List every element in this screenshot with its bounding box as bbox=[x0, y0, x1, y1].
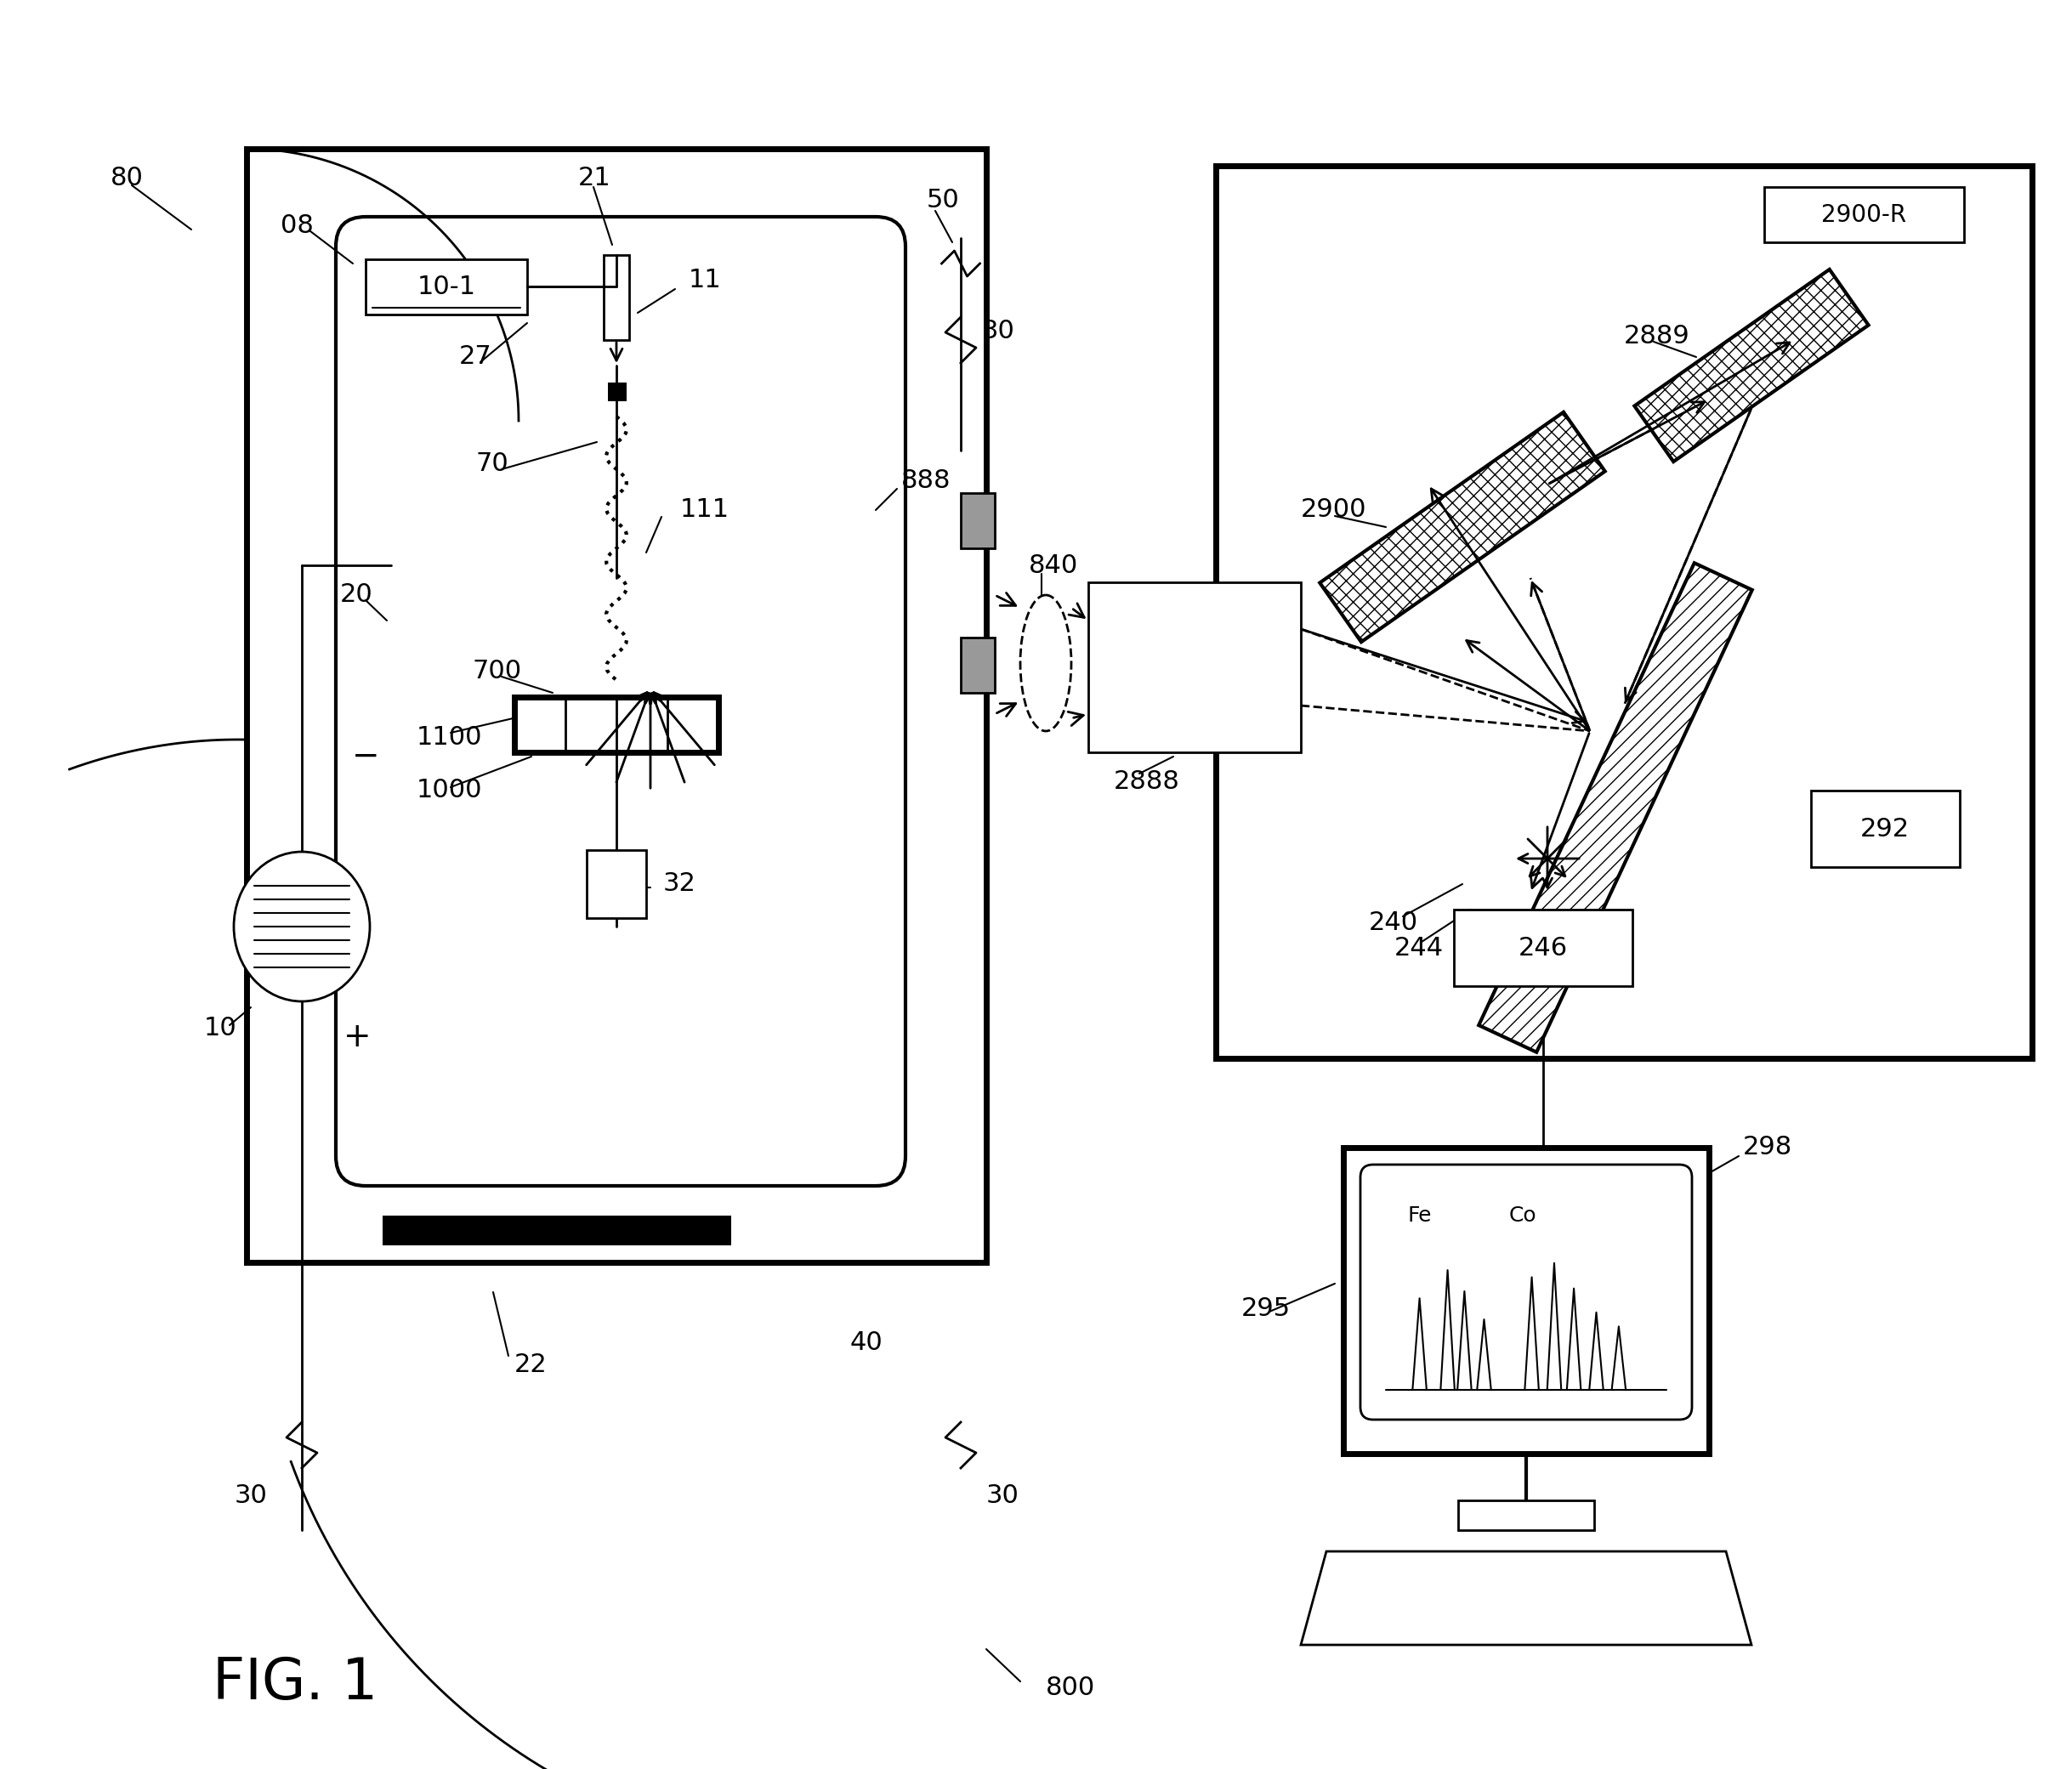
Polygon shape bbox=[1479, 563, 1753, 1053]
Text: 298: 298 bbox=[1743, 1136, 1792, 1160]
Bar bbox=[1216, 166, 2033, 1058]
Bar bbox=[1088, 582, 1301, 752]
Bar bbox=[1343, 1148, 1709, 1454]
Text: 30: 30 bbox=[986, 1484, 1019, 1509]
Bar bbox=[247, 149, 986, 1263]
Text: 2900-R: 2900-R bbox=[1821, 203, 1906, 226]
Text: 1000: 1000 bbox=[416, 778, 483, 803]
Text: 700: 700 bbox=[472, 660, 522, 685]
Bar bbox=[961, 494, 995, 548]
Text: 32: 32 bbox=[663, 872, 696, 897]
Text: Fe: Fe bbox=[1407, 1205, 1432, 1226]
Text: 2889: 2889 bbox=[1624, 324, 1691, 348]
Text: 1100: 1100 bbox=[416, 725, 483, 750]
Text: 20: 20 bbox=[340, 582, 373, 607]
Bar bbox=[514, 697, 719, 752]
Text: 800: 800 bbox=[1046, 1675, 1096, 1700]
Text: 246: 246 bbox=[1519, 936, 1569, 961]
Text: 2888: 2888 bbox=[1115, 770, 1181, 794]
Text: 27: 27 bbox=[460, 345, 491, 370]
Text: +: + bbox=[344, 1021, 371, 1053]
Text: 240: 240 bbox=[1370, 909, 1417, 934]
FancyBboxPatch shape bbox=[1361, 1164, 1693, 1419]
Text: 295: 295 bbox=[1241, 1297, 1291, 1321]
Text: 11: 11 bbox=[688, 269, 721, 294]
Text: FIG. 1: FIG. 1 bbox=[213, 1656, 377, 1711]
Ellipse shape bbox=[234, 851, 369, 1001]
Text: 80: 80 bbox=[110, 166, 143, 191]
Bar bbox=[586, 851, 646, 918]
Text: 244: 244 bbox=[1394, 936, 1444, 961]
Text: 888: 888 bbox=[901, 469, 951, 492]
Bar bbox=[1811, 791, 1960, 867]
Text: 21: 21 bbox=[578, 166, 611, 191]
Text: −: − bbox=[352, 741, 379, 773]
Polygon shape bbox=[1635, 269, 1869, 462]
Text: 10-1: 10-1 bbox=[416, 274, 477, 299]
Bar bbox=[603, 255, 630, 340]
Bar bbox=[365, 260, 526, 315]
Text: 70: 70 bbox=[477, 451, 510, 476]
Text: 40: 40 bbox=[850, 1330, 883, 1355]
Bar bbox=[383, 1215, 731, 1245]
Bar bbox=[1763, 188, 1964, 242]
Text: 08: 08 bbox=[280, 212, 313, 237]
Bar bbox=[961, 637, 995, 693]
Text: 292: 292 bbox=[1861, 817, 1910, 840]
Text: 2900: 2900 bbox=[1301, 497, 1368, 522]
Text: 50: 50 bbox=[926, 188, 959, 212]
Bar bbox=[607, 382, 626, 402]
Polygon shape bbox=[1320, 412, 1606, 642]
Text: Co: Co bbox=[1508, 1205, 1537, 1226]
Text: 840: 840 bbox=[1030, 554, 1077, 578]
Bar bbox=[1459, 1500, 1593, 1530]
Text: 111: 111 bbox=[680, 497, 729, 522]
Text: 22: 22 bbox=[514, 1352, 547, 1376]
Text: 30: 30 bbox=[982, 318, 1015, 343]
Bar bbox=[1455, 909, 1633, 985]
Polygon shape bbox=[1301, 1551, 1751, 1645]
Text: 10: 10 bbox=[203, 1015, 236, 1040]
Text: 30: 30 bbox=[234, 1484, 267, 1509]
